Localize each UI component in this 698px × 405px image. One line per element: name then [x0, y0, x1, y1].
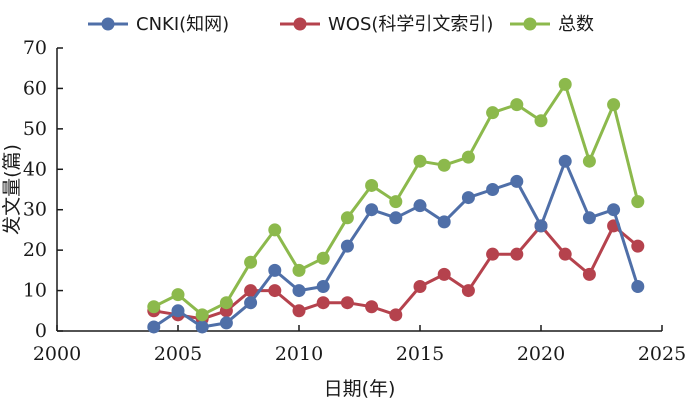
- data-point: [631, 195, 645, 209]
- data-point: [461, 284, 475, 298]
- data-point: [631, 280, 645, 294]
- y-axis-title: 发文量(篇): [1, 144, 23, 235]
- legend-marker: [101, 17, 115, 31]
- legend-label: WOS(科学引文索引): [328, 14, 493, 35]
- legend-label: 总数: [558, 14, 594, 35]
- data-point: [437, 267, 451, 281]
- x-tick-label: 2005: [154, 343, 202, 365]
- data-point: [534, 219, 548, 233]
- data-point: [558, 154, 572, 168]
- data-point: [510, 247, 524, 261]
- data-point: [582, 211, 596, 225]
- series-layer: [147, 77, 645, 334]
- y-tick-label: 60: [23, 77, 47, 99]
- data-point: [171, 304, 185, 318]
- data-point: [486, 247, 500, 261]
- data-point: [486, 183, 500, 196]
- y-tick-label: 20: [23, 239, 47, 261]
- data-point: [195, 308, 209, 322]
- x-ticks: 2000 2005 2010 2015 2020 2025: [33, 325, 686, 365]
- data-point: [316, 296, 330, 310]
- legend-label: CNKI(知网): [136, 14, 229, 35]
- data-point: [607, 203, 621, 217]
- data-point: [461, 191, 475, 205]
- x-tick-label: 2015: [396, 343, 444, 365]
- x-tick-label: 2020: [517, 343, 565, 365]
- data-point: [244, 284, 258, 298]
- legend: CNKI(知网) WOS(科学引文索引) 总数: [88, 14, 594, 35]
- data-point: [486, 106, 500, 120]
- y-tick-label: 10: [23, 280, 47, 302]
- data-point: [510, 98, 524, 112]
- y-tick-label: 30: [23, 199, 47, 221]
- data-point: [365, 203, 379, 217]
- data-point: [389, 211, 403, 225]
- series-0: [147, 154, 645, 334]
- data-point: [316, 251, 330, 265]
- data-point: [244, 255, 258, 269]
- data-point: [413, 154, 427, 168]
- data-point: [340, 211, 354, 225]
- y-ticks: 0 10 20 30 40 50 60 70: [23, 37, 63, 342]
- data-point: [244, 296, 258, 310]
- series-2: [147, 77, 645, 322]
- data-point: [558, 77, 572, 91]
- legend-item: CNKI(知网): [88, 14, 229, 35]
- data-point: [365, 300, 379, 314]
- legend-item: WOS(科学引文索引): [280, 14, 493, 35]
- data-point: [510, 174, 524, 188]
- data-point: [268, 284, 282, 298]
- data-point: [292, 304, 306, 318]
- data-point: [413, 280, 427, 294]
- y-tick-label: 70: [23, 37, 47, 59]
- data-point: [219, 316, 233, 330]
- data-point: [607, 98, 621, 112]
- data-point: [631, 239, 645, 253]
- data-point: [582, 267, 596, 281]
- data-point: [582, 154, 596, 168]
- data-point: [461, 150, 475, 164]
- data-point: [437, 158, 451, 172]
- x-axis-title: 日期(年): [324, 378, 396, 400]
- data-point: [147, 320, 161, 334]
- data-point: [389, 195, 403, 209]
- legend-marker: [523, 17, 537, 31]
- y-tick-label: 40: [23, 158, 47, 180]
- data-point: [171, 288, 185, 302]
- data-point: [340, 296, 354, 310]
- data-point: [558, 247, 572, 261]
- y-tick-label: 50: [23, 118, 47, 140]
- legend-marker: [293, 17, 307, 31]
- data-point: [389, 308, 403, 322]
- data-point: [413, 199, 427, 213]
- series-1: [147, 219, 645, 326]
- data-point: [195, 320, 209, 334]
- data-point: [316, 280, 330, 294]
- data-point: [534, 114, 548, 128]
- data-point: [365, 178, 379, 192]
- data-point: [292, 263, 306, 277]
- y-tick-label: 0: [35, 320, 47, 342]
- x-tick-label: 2025: [638, 343, 686, 365]
- data-point: [219, 296, 233, 310]
- x-tick-label: 2000: [33, 343, 81, 365]
- data-point: [268, 223, 282, 237]
- data-point: [147, 300, 161, 314]
- data-point: [292, 284, 306, 298]
- data-point: [268, 263, 282, 277]
- x-tick-label: 2010: [275, 343, 323, 365]
- legend-item: 总数: [510, 14, 594, 35]
- axes: 2000 2005 2010 2015 2020 2025 0 10 20 30 40 50 60 70: [23, 37, 686, 365]
- data-point: [340, 239, 354, 253]
- data-point: [437, 215, 451, 229]
